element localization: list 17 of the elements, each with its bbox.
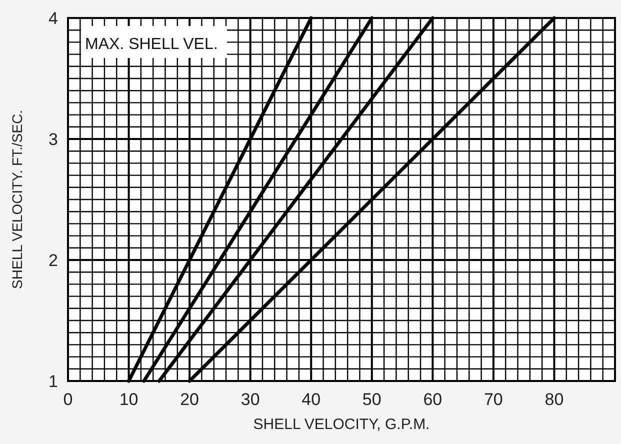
x-tick-label: 50: [362, 390, 382, 409]
x-tick-label: 30: [240, 390, 260, 409]
x-tick-label: 10: [119, 390, 138, 409]
x-tick-label: 70: [484, 390, 503, 409]
x-tick-label: 0: [63, 390, 73, 409]
note-box: MAX. SHELL VEL.: [81, 26, 227, 58]
y-tick-label: 1: [48, 372, 58, 391]
x-tick-label: 20: [180, 390, 200, 409]
y-tick-label: 3: [48, 130, 58, 149]
x-tick-label: 80: [544, 390, 564, 409]
y-tick-label: 4: [48, 8, 58, 28]
y-tick-label: 2: [48, 250, 58, 270]
x-tick-label: 40: [302, 390, 321, 409]
annotation: MAX. SHELL VEL.: [85, 36, 218, 53]
x-axis-title: SHELL VELOCITY, G.P.M.: [253, 416, 430, 433]
y-axis-title: SHELL VELOCITY. FT./SEC.: [9, 110, 25, 289]
x-tick-label: 60: [423, 390, 442, 409]
